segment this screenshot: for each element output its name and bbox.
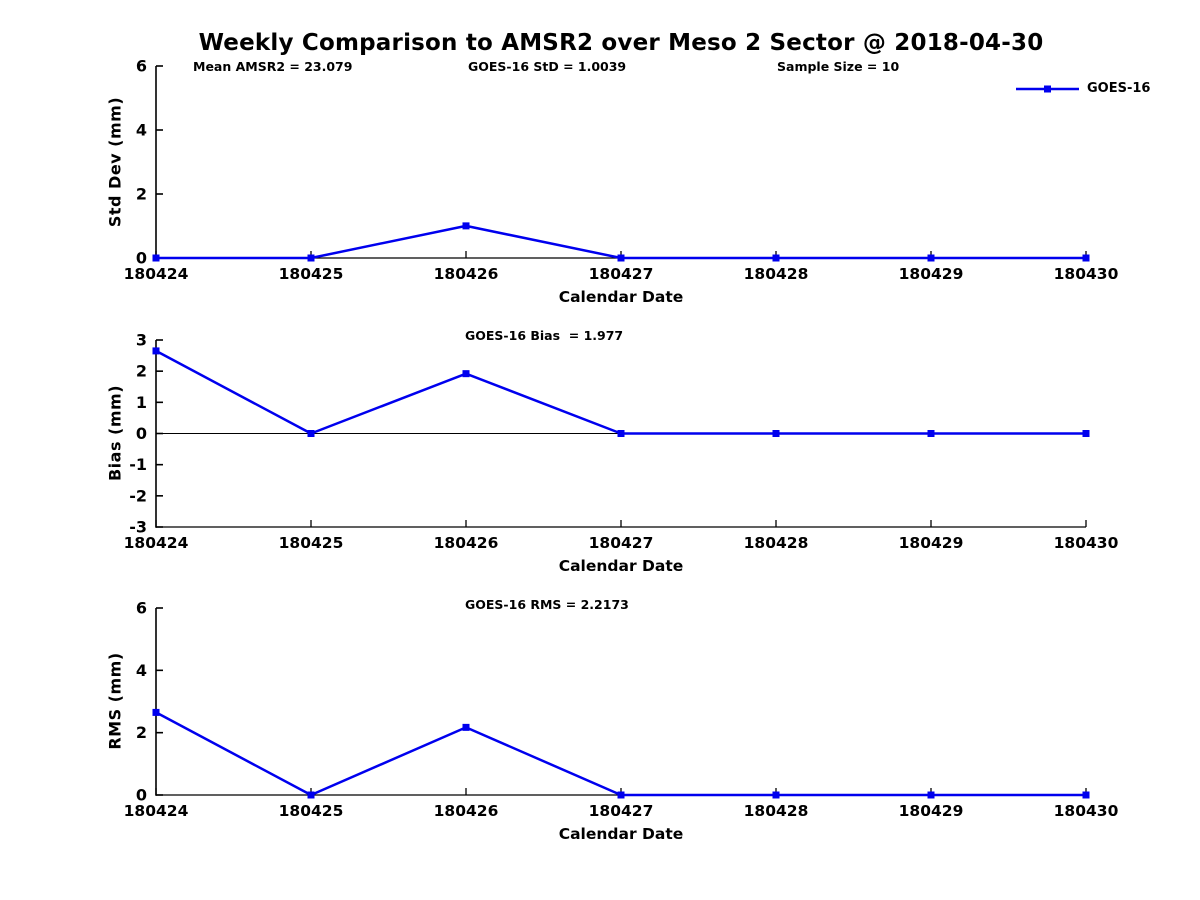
x-tick-label: 180427 (589, 534, 654, 552)
x-tick-label: 180429 (899, 534, 964, 552)
data-point-marker (1082, 430, 1090, 437)
x-tick-label: 180424 (124, 802, 189, 820)
data-point-marker (617, 430, 625, 437)
chart-bias: -3 -2 -1 0 1 2 3 180424 180425 180426 180427 180428… (124, 331, 1119, 553)
xlabel-calendar-date-1: Calendar Date (558, 288, 684, 306)
data-point-marker (927, 791, 935, 799)
xlabel-calendar-date-2: Calendar Date (558, 557, 684, 575)
x-tick-label: 180430 (1054, 265, 1119, 283)
annotation-sample-size: Sample Size = 10 (777, 59, 900, 74)
annotation-mean-amsr2: Mean AMSR2 = 23.079 (193, 59, 353, 74)
legend-line-sample (1016, 85, 1079, 92)
annotation-goes16-bias: GOES-16 Bias = 1.977 (465, 328, 624, 343)
data-point-marker (772, 254, 780, 262)
y-tick-label: 2 (136, 362, 147, 381)
y-tick-label: -3 (129, 518, 147, 537)
data-point-marker (307, 254, 315, 262)
data-point-marker (1082, 791, 1090, 799)
x-tick-label: 180424 (124, 265, 189, 283)
data-point-marker (772, 791, 780, 799)
x-tick-label: 180428 (744, 534, 809, 552)
xlabel-calendar-date-3: Calendar Date (558, 825, 684, 843)
x-tick-label: 180425 (279, 534, 344, 552)
annotation-goes16-rms: GOES-16 RMS = 2.2173 (465, 597, 629, 612)
data-point-marker (152, 347, 160, 355)
y-tick-label: 6 (136, 57, 147, 76)
series-line (155, 711, 1086, 797)
data-point-marker (927, 430, 935, 437)
x-tick-label: 180427 (589, 802, 654, 820)
y-tick-label: 6 (136, 599, 147, 618)
y-tick-label: 3 (136, 331, 147, 350)
legend-label: GOES-16 (1087, 81, 1151, 96)
x-tick-label: 180428 (744, 802, 809, 820)
x-tick-label: 180427 (589, 265, 654, 283)
data-point-marker (307, 791, 315, 799)
x-tick-label: 180425 (279, 265, 344, 283)
legend: GOES-16 (1016, 81, 1150, 96)
data-point-marker (152, 254, 160, 262)
data-point-marker (152, 708, 160, 716)
data-point-marker (927, 254, 935, 262)
data-point-marker (617, 791, 625, 799)
y-tick-label: -1 (129, 455, 147, 474)
chart-std-dev: 0 2 4 6 180424 180425 180426 180427 180428 180429… (124, 57, 1119, 284)
y-tick-label: 0 (136, 249, 147, 268)
data-point-marker (462, 222, 470, 230)
x-tick-label: 180428 (744, 265, 809, 283)
data-point-marker (1082, 254, 1090, 262)
x-tick-label: 180425 (279, 802, 344, 820)
x-tick-label: 180424 (124, 534, 189, 552)
y-tick-label: 1 (136, 393, 147, 412)
x-tick-label: 180426 (434, 534, 499, 552)
annotation-goes16-std: GOES-16 StD = 1.0039 (468, 59, 627, 74)
data-point-marker (617, 254, 625, 262)
x-tick-label: 180426 (434, 802, 499, 820)
x-tick-label: 180430 (1054, 802, 1119, 820)
page-title: Weekly Comparison to AMSR2 over Meso 2 S… (198, 30, 1044, 56)
x-tick-label: 180429 (899, 802, 964, 820)
y-tick-label: 0 (136, 786, 147, 805)
legend-marker (1044, 85, 1051, 92)
y-tick-label: 0 (136, 424, 147, 443)
y-tick-label: -2 (129, 486, 147, 505)
data-point-marker (772, 430, 780, 437)
y-tick-label: 2 (136, 723, 147, 742)
data-point-marker (462, 723, 470, 731)
y-tick-label: 2 (136, 185, 147, 204)
chart-rms: 0 2 4 6 180424 180425 180426 180427 180428 180429… (124, 599, 1119, 821)
x-tick-label: 180426 (434, 265, 499, 283)
data-point-marker (307, 430, 315, 437)
y-tick-label: 4 (136, 121, 147, 140)
y-tick-label: 4 (136, 661, 147, 680)
x-tick-label: 180429 (899, 265, 964, 283)
x-tick-label: 180430 (1054, 534, 1119, 552)
series-line (155, 349, 1086, 435)
data-point-marker (462, 370, 470, 378)
